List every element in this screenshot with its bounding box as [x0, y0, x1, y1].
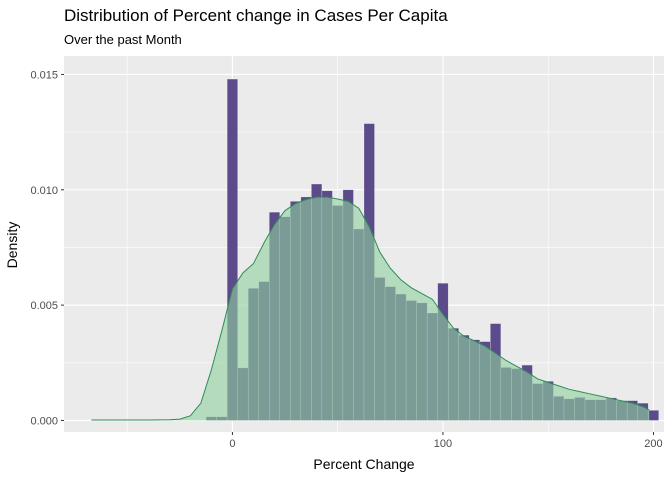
density-line: [91, 196, 650, 421]
x-axis-label: Percent Change: [313, 456, 415, 472]
x-tick-label: 100: [434, 438, 452, 450]
x-tick-label: 0: [229, 438, 235, 450]
density-area: [91, 197, 650, 421]
y-tick-label: 0.010: [30, 185, 58, 197]
chart-title: Distribution of Percent change in Cases …: [64, 6, 448, 25]
y-tick-label: 0.015: [30, 69, 58, 81]
x-tick-label: 200: [644, 438, 662, 450]
y-tick-label: 0.005: [30, 300, 58, 312]
histogram-bar: [647, 410, 659, 421]
y-tick-label: 0.000: [30, 415, 58, 427]
chart-subtitle: Over the past Month: [64, 32, 182, 47]
